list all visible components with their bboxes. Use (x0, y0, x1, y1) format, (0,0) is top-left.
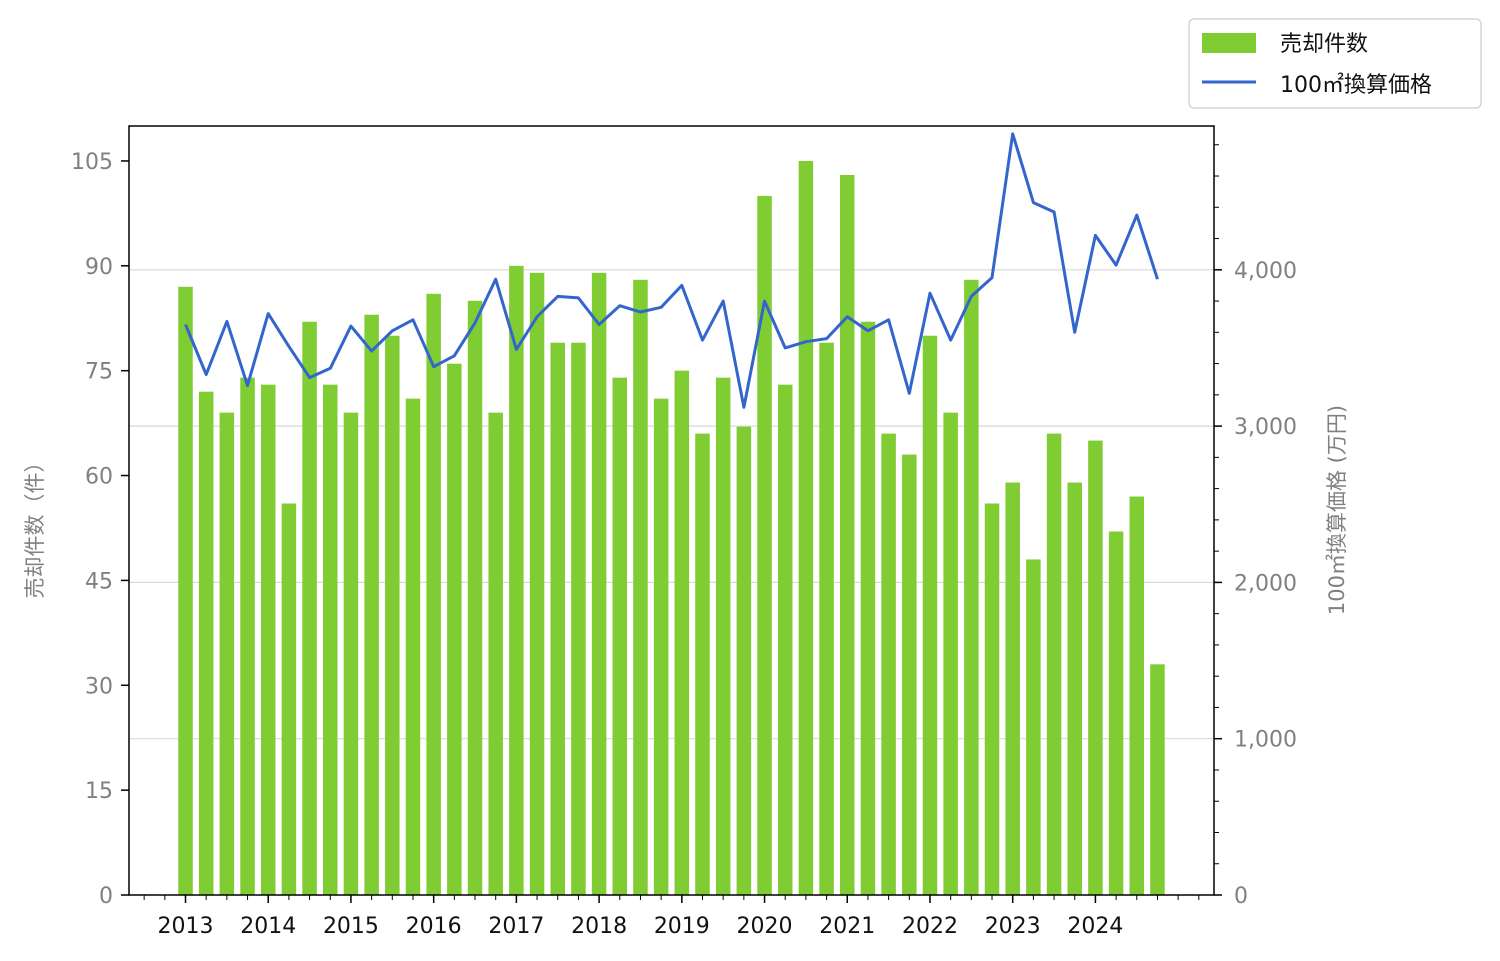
bar (426, 293, 441, 895)
bar (281, 503, 297, 895)
plot-frame (128, 125, 1215, 896)
left-tick-label: 60 (85, 465, 113, 490)
bar (405, 398, 421, 895)
x-tick-label: 2020 (737, 914, 793, 939)
right-tick-label: 1,000 (1234, 728, 1297, 753)
x-tick-label: 2014 (240, 914, 296, 939)
bar (240, 377, 255, 895)
bar (902, 454, 917, 895)
bar (323, 384, 338, 895)
bar (447, 363, 462, 895)
legend: 売却件数 100㎡換算価格 (1188, 18, 1482, 109)
bar (488, 412, 503, 895)
bar (777, 384, 793, 895)
bar (964, 279, 979, 895)
bar (571, 342, 586, 896)
bar (757, 195, 772, 896)
bar (736, 426, 752, 895)
x-tick-label: 2018 (571, 914, 627, 939)
right-tick-label: 3,000 (1234, 415, 1297, 440)
bar (343, 412, 359, 895)
x-tick-label: 2024 (1067, 914, 1123, 939)
bar (922, 335, 938, 895)
bar (529, 272, 545, 895)
bar (219, 412, 235, 895)
bar (1026, 559, 1041, 895)
bar (674, 370, 690, 895)
bar (1129, 496, 1145, 895)
legend-label-bar: 売却件数 (1280, 32, 1368, 57)
bar (860, 321, 876, 895)
legend-box (1188, 18, 1482, 109)
left-tick-label: 75 (85, 360, 113, 385)
bar (653, 398, 669, 895)
bar (260, 384, 276, 895)
left-tick-label: 0 (99, 884, 113, 909)
left-tick-label: 15 (85, 779, 113, 804)
legend-swatch-bar (1202, 33, 1256, 53)
bar (612, 377, 628, 895)
bar (1005, 482, 1020, 895)
bar (302, 321, 317, 895)
bar (1108, 531, 1124, 895)
right-tick-label: 4,000 (1234, 259, 1297, 284)
bar (1088, 440, 1103, 895)
right-tick-label: 2,000 (1234, 571, 1297, 596)
axes: 0 15 30 45 60 75 90 105 0 1,000 2,000 3,000 4,000 201… (71, 125, 1297, 939)
price-line (184, 132, 1159, 409)
bar (1150, 664, 1165, 895)
line-series-price (184, 132, 1159, 409)
x-tick-label: 2023 (985, 914, 1041, 939)
bar (591, 272, 607, 895)
left-tick-label: 30 (85, 674, 113, 699)
bar (550, 342, 565, 896)
left-tick-label: 105 (71, 150, 113, 175)
bar (695, 433, 710, 895)
x-tick-label: 2013 (158, 914, 214, 939)
bar (943, 412, 958, 895)
bar (633, 279, 648, 895)
bar-series-sales-count (178, 160, 1165, 896)
bar (881, 433, 896, 895)
x-tick-label: 2015 (323, 914, 379, 939)
x-tick-label: 2022 (902, 914, 958, 939)
x-tick-label: 2019 (654, 914, 710, 939)
left-axis-title: 売却件数（件） (23, 452, 47, 599)
bar (509, 265, 524, 895)
bar (840, 174, 855, 895)
x-tick-label: 2016 (406, 914, 462, 939)
bar (715, 377, 731, 895)
left-tick-label: 45 (85, 569, 113, 594)
bar (1067, 482, 1082, 895)
bar (467, 300, 483, 896)
x-tick-label: 2017 (488, 914, 544, 939)
bar (385, 335, 400, 895)
legend-label-line: 100㎡換算価格 (1280, 72, 1432, 98)
bar (178, 286, 193, 896)
bar (984, 503, 1000, 895)
bar (364, 314, 379, 896)
right-axis-title: 100㎡換算価格 (万円) (1325, 405, 1349, 615)
x-tick-label: 2021 (819, 914, 875, 939)
bar (819, 342, 834, 896)
bar (198, 391, 214, 895)
bar (798, 160, 814, 896)
left-tick-label: 90 (85, 255, 113, 280)
right-tick-label: 0 (1234, 884, 1248, 909)
bar (1046, 433, 1062, 895)
